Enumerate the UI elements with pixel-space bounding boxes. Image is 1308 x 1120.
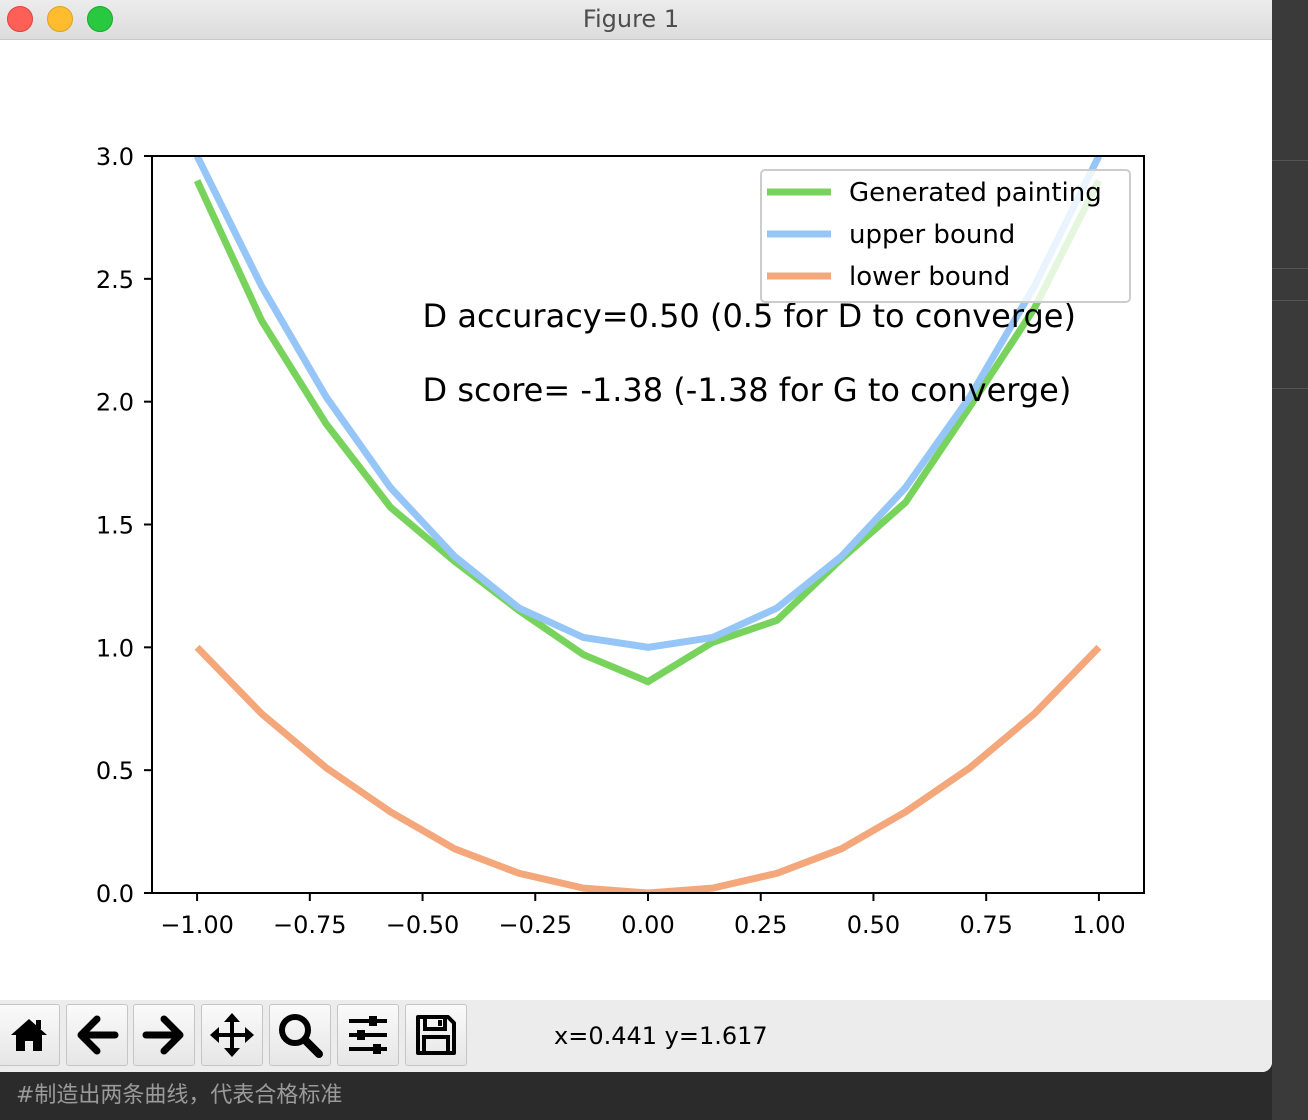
legend-label: lower bound — [849, 262, 1010, 292]
x-tick-label: −1.00 — [160, 911, 234, 939]
minimize-button[interactable] — [47, 6, 73, 32]
home-icon — [11, 1019, 47, 1051]
x-tick-label: −0.75 — [273, 911, 347, 939]
legend-box — [760, 169, 1131, 303]
move-icon — [210, 1013, 254, 1057]
y-tick-label: 0.5 — [96, 757, 134, 785]
y-tick-label: 0.0 — [96, 880, 134, 908]
annotation-text: D score= -1.38 (-1.38 for G to converge) — [423, 371, 1072, 409]
series-line-0 — [193, 179, 1103, 686]
arrow-right-icon — [142, 1015, 184, 1055]
window-title: Figure 1 — [582, 5, 680, 33]
cursor-coordinates: x=0.441 y=1.617 — [554, 1022, 768, 1050]
zoom-button[interactable] — [269, 1004, 331, 1066]
save-icon — [416, 1015, 456, 1055]
x-tick-label: 1.00 — [1072, 911, 1125, 939]
divider — [1272, 160, 1308, 161]
x-tick-label: 0.25 — [734, 911, 787, 939]
legend-label: Generated painting — [849, 178, 1102, 208]
figure-canvas[interactable]: −1.00 −0.75 −0.50 −0.25 0.00 0.25 0.50 0.75 1.00… — [0, 40, 1272, 1000]
home-button[interactable] — [0, 1004, 60, 1066]
x-tick-label: 0.50 — [847, 911, 900, 939]
search-icon — [279, 1014, 323, 1058]
y-tick-label: 1.5 — [96, 512, 134, 540]
editor-comment: #制造出两条曲线，代表合格标准 — [16, 1083, 343, 1108]
x-tick-label: −0.50 — [386, 911, 460, 939]
sliders-icon — [349, 1016, 387, 1054]
pan-button[interactable] — [201, 1004, 263, 1066]
save-button[interactable] — [405, 1004, 467, 1066]
annotation-text: D accuracy=0.50 (0.5 for D to converge) — [423, 297, 1076, 335]
series-line-2 — [194, 644, 1102, 893]
background-window — [1272, 0, 1308, 1120]
divider — [1272, 268, 1308, 269]
y-tick-label: 3.0 — [96, 143, 134, 171]
y-tick-label: 1.0 — [96, 634, 134, 662]
maximize-button[interactable] — [87, 6, 113, 32]
forward-button[interactable] — [133, 1004, 195, 1066]
y-tick-label: 2.0 — [96, 389, 134, 417]
navigation-toolbar: x=0.441 y=1.617 — [0, 1000, 1272, 1072]
line-chart: −1.00 −0.75 −0.50 −0.25 0.00 0.25 0.50 0.75 1.00… — [96, 143, 1145, 939]
configure-button[interactable] — [337, 1004, 399, 1066]
legend-label: upper bound — [849, 220, 1015, 250]
divider — [1272, 388, 1308, 389]
x-tick-label: −0.25 — [498, 911, 572, 939]
x-tick-label: 0.00 — [621, 911, 674, 939]
series-line-1 — [193, 156, 1103, 651]
divider — [1272, 300, 1308, 301]
title-bar: Figure 1 — [0, 0, 1272, 40]
figure-window: Figure 1 −1.00 −0.75 −0.50 −0.25 0.00 0.25 0.5… — [0, 0, 1272, 1072]
back-button[interactable] — [66, 1004, 128, 1066]
y-tick-label: 2.5 — [96, 266, 134, 294]
x-tick-label: 0.75 — [959, 911, 1012, 939]
close-button[interactable] — [7, 6, 33, 32]
arrow-left-icon — [77, 1015, 119, 1055]
